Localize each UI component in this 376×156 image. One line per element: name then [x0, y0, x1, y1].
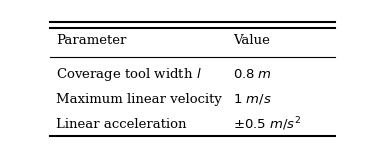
Text: Parameter: Parameter: [56, 34, 126, 47]
Text: Value: Value: [233, 34, 270, 47]
Text: Coverage tool width $l$: Coverage tool width $l$: [56, 66, 202, 83]
Text: Linear acceleration: Linear acceleration: [56, 117, 186, 131]
Text: $1\ m/s$: $1\ m/s$: [233, 92, 272, 106]
Text: $0.8\ m$: $0.8\ m$: [233, 68, 273, 81]
Text: $\pm 0.5\ m/s^{2}$: $\pm 0.5\ m/s^{2}$: [233, 115, 302, 133]
Text: Maximum linear velocity: Maximum linear velocity: [56, 93, 221, 106]
